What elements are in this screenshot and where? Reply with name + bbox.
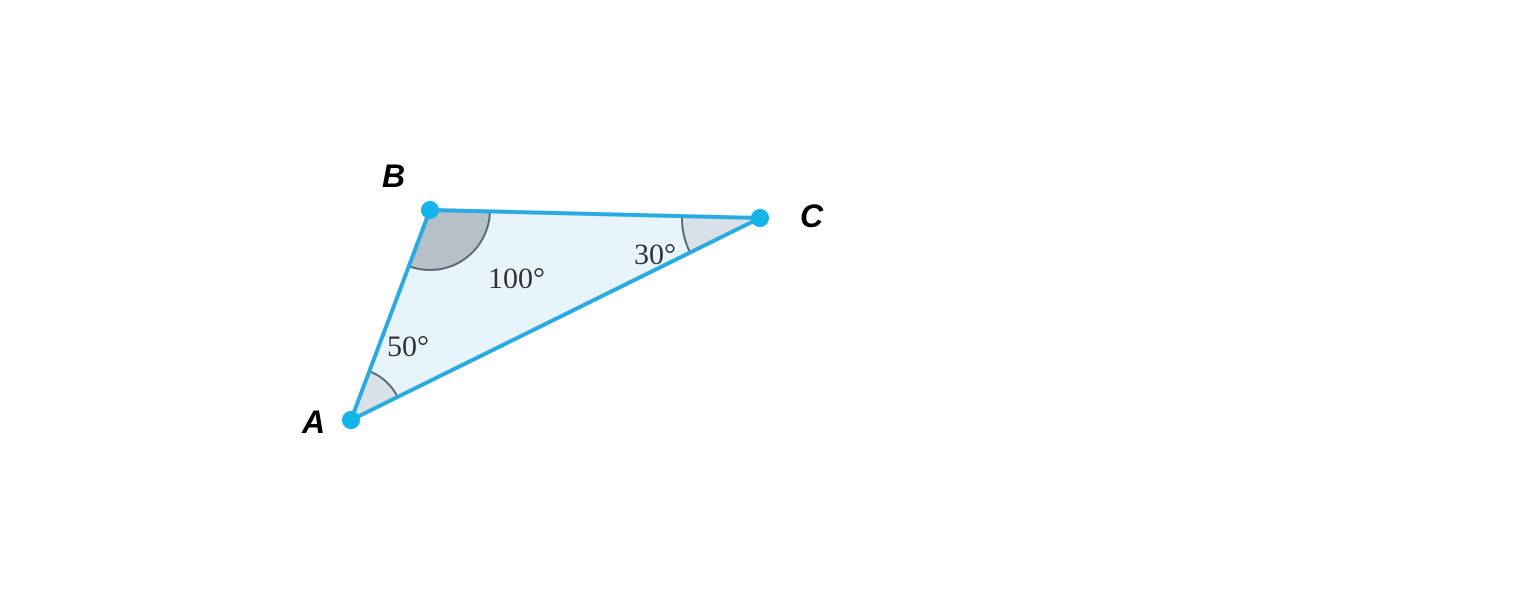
vertex-c xyxy=(751,209,769,227)
vertex-label-c: C xyxy=(800,198,823,235)
angle-label-a: 50° xyxy=(387,330,429,364)
vertex-label-b: B xyxy=(382,158,405,195)
angle-label-c: 30° xyxy=(634,238,676,272)
vertex-a xyxy=(342,411,360,429)
vertex-label-a: A xyxy=(302,404,325,441)
vertex-b xyxy=(421,201,439,219)
triangle-diagram xyxy=(0,0,1536,594)
angle-label-b: 100° xyxy=(488,262,545,296)
